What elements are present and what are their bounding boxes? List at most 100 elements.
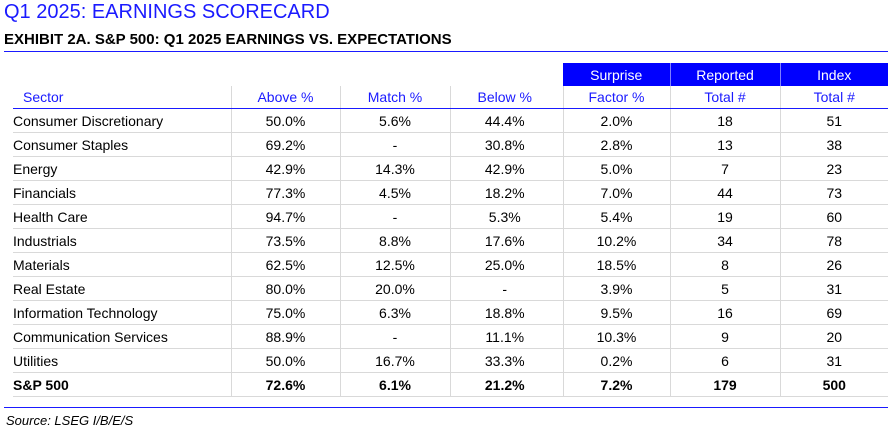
cell-above-pct: 50.0% xyxy=(230,108,340,133)
cell-reported-total: 18 xyxy=(669,108,780,133)
table-row: Industrials 73.5% 8.8% 17.6% 10.2% 34 78 xyxy=(13,228,888,253)
cell-index-total: 69 xyxy=(779,300,888,325)
cell-sector: Communication Services xyxy=(13,324,231,349)
cell-surprise-factor: 9.5% xyxy=(562,300,670,325)
cell-above-pct: 72.6% xyxy=(230,372,340,397)
cell-match-pct: - xyxy=(339,132,450,157)
cell-match-pct: 6.1% xyxy=(339,372,450,397)
table-row: Financials 77.3% 4.5% 18.2% 7.0% 44 73 xyxy=(13,180,888,205)
cell-surprise-factor: 5.0% xyxy=(562,156,670,181)
cell-surprise-factor: 5.4% xyxy=(562,204,670,229)
cell-match-pct: 20.0% xyxy=(339,276,450,301)
cell-reported-total: 34 xyxy=(669,228,780,253)
cell-sector: Energy xyxy=(13,156,231,181)
cell-below-pct: 17.6% xyxy=(449,228,559,253)
cell-index-total: 20 xyxy=(779,324,888,349)
total-row: S&P 500 72.6% 6.1% 21.2% 7.2% 179 500 xyxy=(13,372,888,397)
cell-sector: Information Technology xyxy=(13,300,231,325)
cell-reported-total: 179 xyxy=(669,372,780,397)
cell-index-total: 73 xyxy=(779,180,888,205)
cell-sector: Consumer Discretionary xyxy=(13,108,231,133)
column-header-row: Sector Above % Match % Below % Factor % … xyxy=(13,86,888,109)
cell-above-pct: 50.0% xyxy=(230,348,340,373)
column-header-match: Match % xyxy=(339,86,450,109)
cell-above-pct: 88.9% xyxy=(230,324,340,349)
cell-match-pct: - xyxy=(339,324,450,349)
cell-surprise-factor: 2.0% xyxy=(562,108,670,133)
table-row: Utilities 50.0% 16.7% 33.3% 0.2% 6 31 xyxy=(13,348,888,373)
reported-group-header: Reported xyxy=(670,63,781,86)
top-divider xyxy=(4,51,888,52)
cell-index-total: 38 xyxy=(779,132,888,157)
cell-index-total: 26 xyxy=(779,252,888,277)
cell-above-pct: 94.7% xyxy=(230,204,340,229)
cell-match-pct: 12.5% xyxy=(339,252,450,277)
cell-above-pct: 69.2% xyxy=(230,132,340,157)
index-group-header: Index xyxy=(780,63,888,86)
cell-surprise-factor: 3.9% xyxy=(562,276,670,301)
cell-sector: Consumer Staples xyxy=(13,132,231,157)
group-header-row: Surprise Reported Index xyxy=(13,63,888,86)
cell-above-pct: 62.5% xyxy=(230,252,340,277)
cell-sector: Industrials xyxy=(13,228,231,253)
column-header-reported-total: Total # xyxy=(669,86,780,109)
cell-surprise-factor: 2.8% xyxy=(562,132,670,157)
cell-match-pct: 16.7% xyxy=(339,348,450,373)
cell-reported-total: 44 xyxy=(669,180,780,205)
cell-match-pct: 6.3% xyxy=(339,300,450,325)
cell-reported-total: 8 xyxy=(669,252,780,277)
table-row: Consumer Staples 69.2% -30.8% 2.8% 13 38 xyxy=(13,132,888,157)
cell-above-pct: 42.9% xyxy=(230,156,340,181)
cell-reported-total: 9 xyxy=(669,324,780,349)
cell-index-total: 78 xyxy=(779,228,888,253)
cell-reported-total: 5 xyxy=(669,276,780,301)
cell-index-total: 60 xyxy=(779,204,888,229)
cell-index-total: 500 xyxy=(779,372,888,397)
cell-surprise-factor: 18.5% xyxy=(562,252,670,277)
column-header-index-total: Total # xyxy=(779,86,888,109)
cell-sector: Health Care xyxy=(13,204,231,229)
cell-surprise-factor: 7.0% xyxy=(562,180,670,205)
table-row: Real Estate 80.0% 20.0% -3.9% 5 31 xyxy=(13,276,888,301)
cell-below-pct: 18.2% xyxy=(449,180,559,205)
column-header-sector: Sector xyxy=(13,86,231,109)
cell-above-pct: 77.3% xyxy=(230,180,340,205)
table-row: Health Care 94.7% -5.3% 5.4% 19 60 xyxy=(13,204,888,229)
cell-surprise-factor: 10.3% xyxy=(562,324,670,349)
cell-index-total: 23 xyxy=(779,156,888,181)
cell-surprise-factor: 7.2% xyxy=(562,372,670,397)
cell-index-total: 31 xyxy=(779,276,888,301)
cell-match-pct: - xyxy=(339,204,450,229)
surprise-group-header: Surprise xyxy=(563,63,671,86)
cell-reported-total: 19 xyxy=(669,204,780,229)
cell-above-pct: 80.0% xyxy=(230,276,340,301)
cell-match-pct: 5.6% xyxy=(339,108,450,133)
cell-above-pct: 75.0% xyxy=(230,300,340,325)
cell-sector: Materials xyxy=(13,252,231,277)
table-row: Consumer Discretionary 50.0% 5.6% 44.4% 2.0%… xyxy=(13,108,888,133)
cell-sector: S&P 500 xyxy=(13,372,231,397)
cell-match-pct: 4.5% xyxy=(339,180,450,205)
column-header-below: Below % xyxy=(449,86,559,109)
source-note: Source: LSEG I/B/E/S xyxy=(6,413,134,428)
cell-below-pct: 42.9% xyxy=(449,156,559,181)
cell-below-pct: 21.2% xyxy=(449,372,559,397)
cell-reported-total: 7 xyxy=(669,156,780,181)
cell-below-pct: 44.4% xyxy=(449,108,559,133)
cell-below-pct: - xyxy=(449,276,559,301)
page-title: Q1 2025: EARNINGS SCORECARD xyxy=(4,1,330,23)
table-row: Energy 42.9% 14.3% 42.9% 5.0% 7 23 xyxy=(13,156,888,181)
cell-below-pct: 5.3% xyxy=(449,204,559,229)
exhibit-subtitle: EXHIBIT 2A. S&P 500: Q1 2025 EARNINGS VS… xyxy=(4,31,452,48)
column-header-surprise-factor: Factor % xyxy=(562,86,670,109)
cell-below-pct: 25.0% xyxy=(449,252,559,277)
column-header-above: Above % xyxy=(230,86,340,109)
bottom-divider xyxy=(4,407,888,408)
cell-below-pct: 33.3% xyxy=(449,348,559,373)
cell-match-pct: 14.3% xyxy=(339,156,450,181)
cell-below-pct: 30.8% xyxy=(449,132,559,157)
cell-surprise-factor: 10.2% xyxy=(562,228,670,253)
earnings-scorecard-table: Surprise Reported Index Sector Above % M… xyxy=(13,63,888,397)
cell-reported-total: 6 xyxy=(669,348,780,373)
cell-above-pct: 73.5% xyxy=(230,228,340,253)
